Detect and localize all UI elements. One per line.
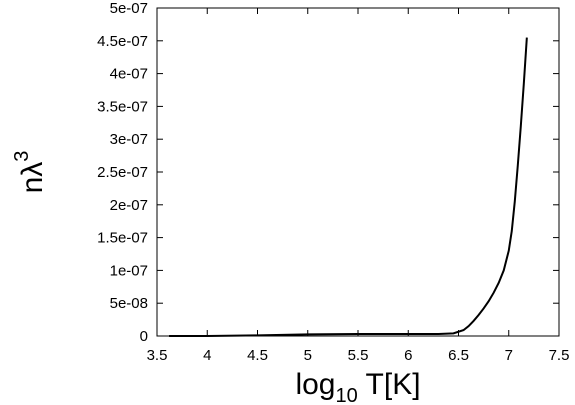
ticks — [156, 7, 560, 337]
x-tick-label: 4 — [203, 347, 211, 364]
x-tick-label: 7.5 — [549, 347, 570, 364]
y-tick-label: 0 — [140, 328, 148, 345]
y-axis-title: nλ3 — [11, 151, 49, 194]
y-tick-label: 5e-07 — [110, 0, 148, 17]
y-tick-label: 3.5e-07 — [97, 98, 148, 115]
y-tick-label: 1e-07 — [110, 262, 148, 279]
y-tick-label: 1.5e-07 — [97, 230, 148, 247]
x-tick-label: 6 — [404, 347, 412, 364]
x-tick-label: 6.5 — [448, 347, 469, 364]
x-tick-label: 5 — [304, 347, 312, 364]
y-tick-label: 3e-07 — [110, 131, 148, 148]
x-tick-label: 3.5 — [147, 347, 168, 364]
y-tick-label: 2.5e-07 — [97, 164, 148, 181]
y-tick-label: 2e-07 — [110, 197, 148, 214]
tick-labels: 3.5 4 4.5 5 5.5 6 6.5 7 7.5 0 5e-08 1e-07 1.5e-07 2e-… — [97, 0, 569, 364]
x-tick-label: 5.5 — [348, 347, 369, 364]
x-tick-label: 7 — [505, 347, 513, 364]
x-tick-label: 4.5 — [247, 347, 268, 364]
y-tick-label: 4e-07 — [110, 66, 148, 83]
x-axis-title: log10 T[K] — [295, 368, 420, 405]
series-line — [169, 37, 528, 337]
plot-frame — [156, 7, 560, 337]
y-tick-label: 4.5e-07 — [97, 33, 148, 50]
y-tick-label: 5e-08 — [110, 295, 148, 312]
